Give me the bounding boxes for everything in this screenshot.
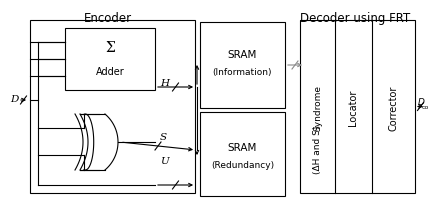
Text: $D$: $D$ xyxy=(417,96,425,107)
Text: Corrector: Corrector xyxy=(389,85,398,131)
Text: (Information): (Information) xyxy=(213,68,272,76)
Text: Encoder: Encoder xyxy=(84,12,132,25)
Text: SRAM: SRAM xyxy=(228,50,257,60)
Text: Decoder using FRT: Decoder using FRT xyxy=(300,12,410,25)
Text: D: D xyxy=(10,95,18,104)
Text: Σ: Σ xyxy=(105,41,115,55)
Bar xyxy=(300,20,415,193)
Text: Syndrome: Syndrome xyxy=(313,85,322,131)
Text: (ΔH and S): (ΔH and S) xyxy=(313,126,322,174)
Text: U: U xyxy=(160,157,169,166)
Bar xyxy=(30,20,195,193)
Text: S: S xyxy=(160,133,167,142)
Text: H: H xyxy=(160,80,169,89)
Text: Locator: Locator xyxy=(348,90,359,126)
Bar xyxy=(200,22,285,108)
Text: (Redundancy): (Redundancy) xyxy=(211,161,274,170)
Bar xyxy=(200,112,285,196)
Text: Adder: Adder xyxy=(95,67,125,77)
Text: correct: correct xyxy=(422,105,428,110)
Text: SRAM: SRAM xyxy=(228,143,257,153)
Bar xyxy=(65,28,155,90)
